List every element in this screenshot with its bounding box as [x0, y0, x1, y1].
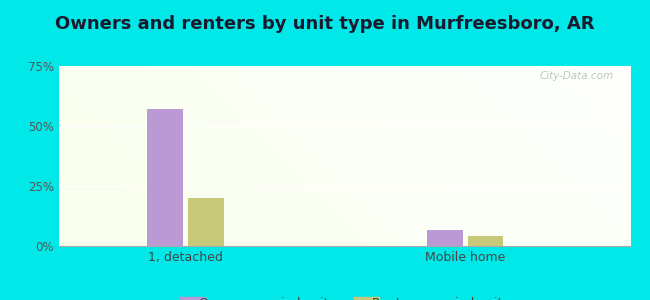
Text: Owners and renters by unit type in Murfreesboro, AR: Owners and renters by unit type in Murfr…	[55, 15, 595, 33]
Bar	[148, 109, 183, 246]
Bar	[188, 198, 224, 246]
Legend: Owner occupied units, Renter occupied units: Owner occupied units, Renter occupied un…	[175, 292, 514, 300]
Text: City-Data.com: City-Data.com	[540, 71, 614, 81]
Bar	[468, 236, 503, 246]
Bar	[427, 230, 463, 246]
